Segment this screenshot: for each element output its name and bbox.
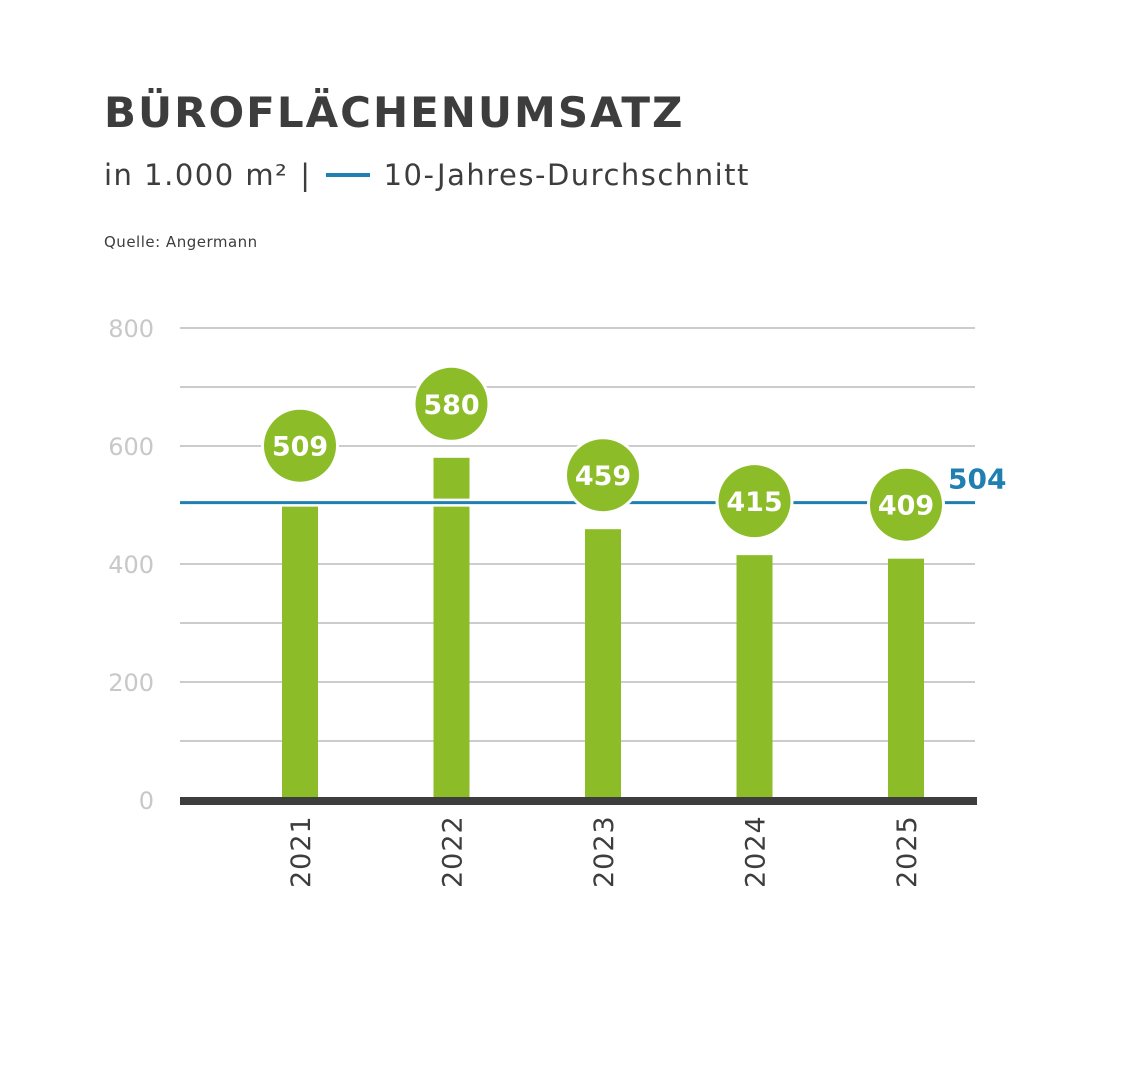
chart-title: BÜROFLÄCHENUMSATZ [104, 88, 685, 137]
y-tick-label-400: 400 [108, 551, 154, 579]
unit-label: in 1.000 m² [104, 158, 289, 192]
data-label-2024: 415 [726, 487, 782, 518]
bar-2024 [736, 555, 773, 800]
data-label-badge-2025 [870, 468, 942, 541]
x-label-2023: 2023 [589, 815, 620, 888]
x-label-2025: 2025 [892, 815, 923, 888]
chart-subtitle: in 1.000 m² | 10-Jahres-Durchschnitt [104, 158, 750, 192]
data-label-badge-2021 [264, 409, 336, 482]
data-label-badge-2024 [718, 465, 791, 538]
data-label-badge-2022 [415, 367, 488, 440]
y-axis-ticks: 0 200 400 600 800 [108, 315, 154, 815]
legend-average-label: 10-Jahres-Durchschnitt [383, 158, 750, 192]
bar-2022 [433, 457, 470, 800]
data-label-badge-2023 [567, 439, 639, 512]
x-axis-labels: 2021 2022 2023 2024 2025 [286, 815, 923, 888]
bar-2023 [585, 529, 621, 800]
bar-2021 [282, 499, 318, 800]
subtitle-separator: | [300, 158, 312, 192]
legend-average-swatch [325, 173, 370, 177]
data-label-2025: 409 [878, 491, 934, 522]
x-label-2021: 2021 [286, 815, 317, 888]
x-label-2024: 2024 [741, 815, 772, 888]
data-label-2021: 509 [272, 432, 328, 463]
x-label-2022: 2022 [438, 815, 469, 888]
source-note: Quelle: Angermann [104, 233, 258, 251]
data-labels: 509 580 459 415 409 [261, 364, 945, 544]
bar-2025 [888, 558, 924, 800]
y-tick-label-200: 200 [108, 669, 154, 697]
bars [282, 457, 924, 800]
y-tick-label-600: 600 [108, 433, 154, 461]
data-label-2022: 580 [423, 390, 479, 421]
y-tick-label-800: 800 [108, 315, 154, 343]
y-tick-label-0: 0 [139, 787, 154, 815]
average-value-label: 504 [948, 463, 1006, 496]
data-label-2023: 459 [575, 461, 631, 492]
